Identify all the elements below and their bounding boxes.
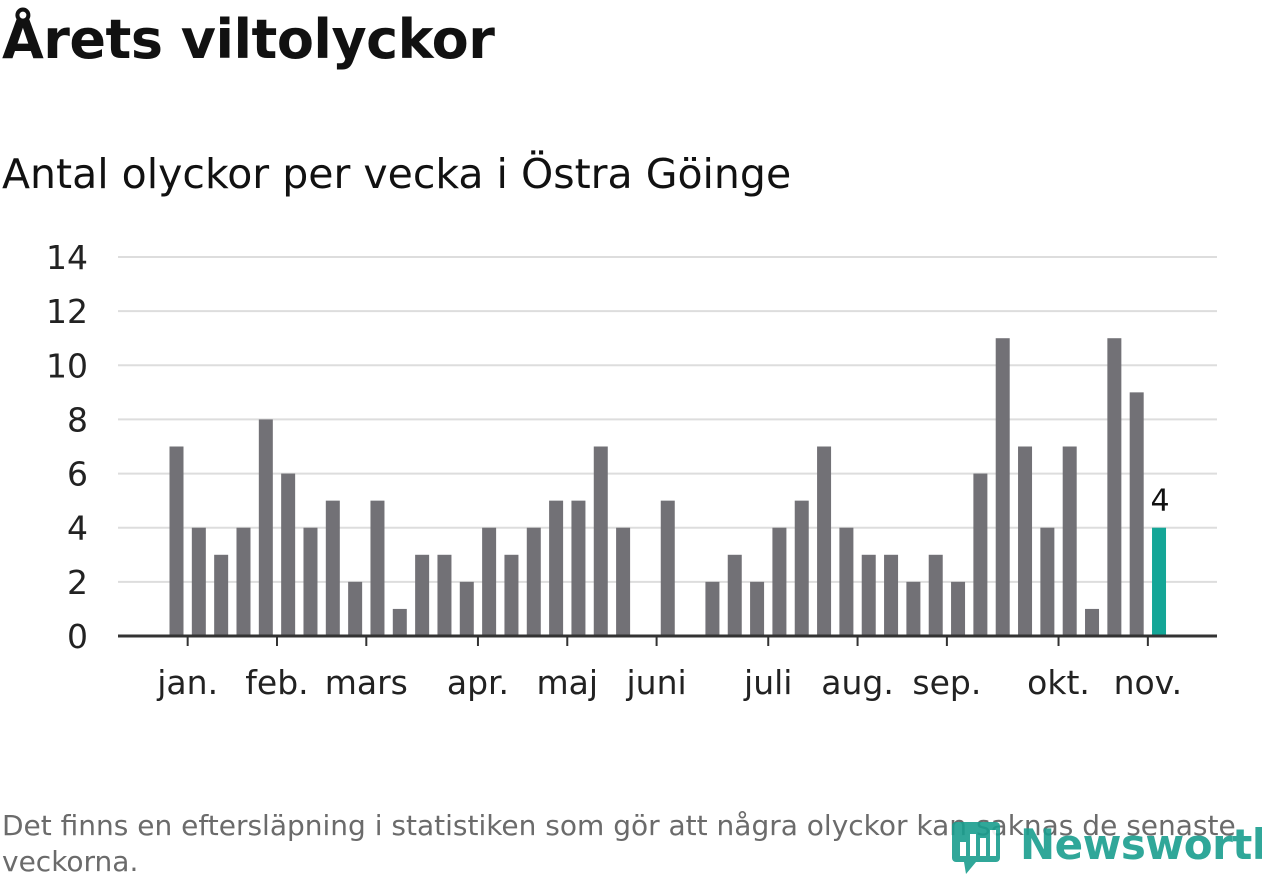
bar <box>370 500 385 636</box>
month-label: okt. <box>1027 663 1090 702</box>
bar <box>1062 446 1077 636</box>
y-tick-label: 14 <box>46 238 88 277</box>
bar <box>303 527 318 636</box>
month-label: sep. <box>912 663 981 702</box>
bar <box>906 581 921 636</box>
bar <box>616 527 631 636</box>
bar <box>794 500 809 636</box>
bar <box>593 446 608 636</box>
month-label: juni <box>626 663 687 702</box>
bar <box>1018 446 1033 636</box>
y-tick-label: 12 <box>46 292 88 331</box>
highlight-bar <box>1152 527 1167 636</box>
month-label: nov. <box>1114 663 1183 702</box>
month-label: feb. <box>245 663 308 702</box>
y-tick-label: 4 <box>67 509 88 548</box>
bar <box>839 527 854 636</box>
bar <box>1129 392 1144 636</box>
bar <box>325 500 340 636</box>
bar <box>348 581 363 636</box>
bar <box>1107 338 1122 636</box>
bar <box>236 527 251 636</box>
month-label: jan. <box>156 663 218 702</box>
bar <box>750 581 765 636</box>
bar <box>214 554 229 636</box>
chart-subtitle: Antal olyckor per vecka i Östra Göinge <box>2 150 792 198</box>
bar <box>1040 527 1055 636</box>
y-tick-label: 0 <box>67 617 88 656</box>
bar <box>526 527 541 636</box>
bar <box>169 446 184 636</box>
bar <box>281 473 296 636</box>
bar <box>861 554 876 636</box>
highlight-value-label: 4 <box>1150 484 1169 519</box>
month-label: juli <box>743 663 792 702</box>
bar <box>571 500 586 636</box>
y-tick-label: 10 <box>46 346 88 385</box>
y-tick-label: 8 <box>67 400 88 439</box>
bar <box>549 500 564 636</box>
logo-text: Newsworthy <box>1020 820 1262 869</box>
bar <box>415 554 430 636</box>
bar <box>884 554 899 636</box>
y-tick-label: 6 <box>67 455 88 494</box>
month-label: maj <box>537 663 599 702</box>
bar <box>817 446 832 636</box>
bar <box>772 527 787 636</box>
bar-chart: 0 2 4 6 8 10 12 14 4 jan. feb. mars apr. maj juni juli a… <box>46 238 1217 702</box>
chart-title: Årets viltolyckor <box>2 8 495 71</box>
bar <box>973 473 988 636</box>
bar <box>951 581 966 636</box>
bar <box>705 581 720 636</box>
month-label: apr. <box>447 663 509 702</box>
bar <box>928 554 943 636</box>
bar <box>727 554 742 636</box>
footnote: Det finns en eftersläpning i statistiken… <box>2 809 1236 878</box>
bar <box>995 338 1010 636</box>
month-label: aug. <box>821 663 894 702</box>
bar <box>191 527 206 636</box>
bar <box>1085 608 1100 636</box>
bar <box>482 527 497 636</box>
bar <box>459 581 474 636</box>
month-label: mars <box>325 663 408 702</box>
newsworthy-logo: Newsworthy <box>950 818 1262 876</box>
bar <box>392 608 407 636</box>
bar <box>258 419 273 636</box>
bar <box>437 554 452 636</box>
newsworthy-logo-icon <box>952 822 1000 874</box>
bar <box>504 554 519 636</box>
y-tick-label: 2 <box>67 563 88 602</box>
bar <box>660 500 675 636</box>
